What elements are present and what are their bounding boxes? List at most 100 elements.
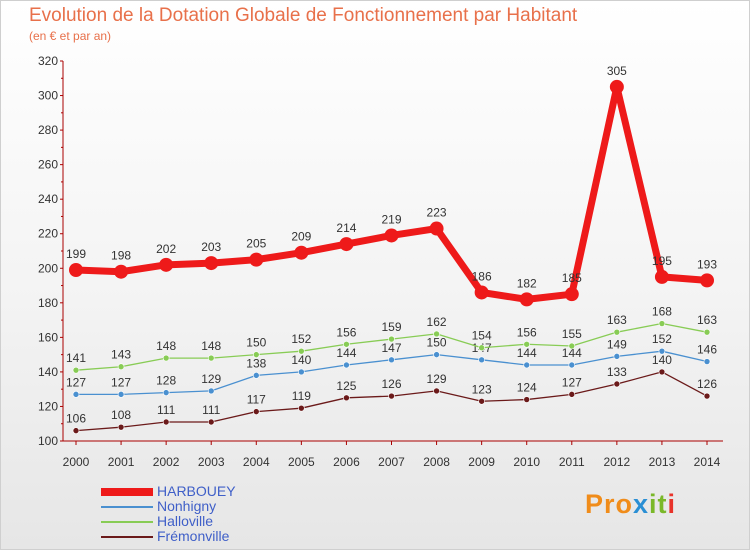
data-point-harbouey	[429, 221, 444, 236]
data-label-nonhigny: 147	[381, 341, 401, 355]
data-label-harbouey: 199	[66, 247, 86, 261]
x-tick-label: 2006	[333, 455, 360, 469]
data-label-nonhigny: 144	[517, 346, 537, 360]
data-point-nonhigny	[568, 361, 576, 369]
data-point-fremonville	[343, 394, 350, 402]
data-point-harbouey	[204, 256, 219, 271]
x-tick-label: 2005	[288, 455, 315, 469]
data-point-halloville	[523, 340, 531, 348]
data-point-halloville	[72, 366, 80, 374]
data-label-fremonville: 117	[247, 393, 266, 407]
y-tick-label: 240	[38, 192, 58, 206]
data-label-halloville: 150	[246, 336, 266, 350]
data-point-harbouey	[474, 285, 489, 300]
legend-swatch-nonhigny	[101, 506, 153, 508]
data-label-halloville: 152	[291, 332, 311, 346]
data-label-fremonville: 125	[336, 379, 356, 393]
legend-swatch-harbouey	[101, 488, 153, 496]
data-label-harbouey: 195	[652, 254, 672, 268]
data-label-harbouey: 182	[517, 276, 537, 290]
data-point-halloville	[252, 351, 260, 358]
data-point-halloville	[343, 340, 350, 348]
data-label-harbouey: 186	[472, 269, 492, 283]
data-point-nonhigny	[117, 391, 125, 398]
data-label-harbouey: 205	[246, 237, 266, 251]
data-point-fremonville	[433, 387, 440, 395]
x-tick-label: 2001	[108, 455, 135, 469]
x-tick-label: 2008	[423, 455, 450, 469]
data-label-fremonville: 129	[427, 372, 447, 386]
data-label-harbouey: 223	[427, 206, 447, 220]
y-tick-label: 160	[38, 330, 58, 344]
data-point-fremonville	[117, 423, 125, 431]
data-label-halloville: 162	[427, 315, 447, 329]
legend-label-fremonville: Frémonville	[157, 528, 230, 544]
data-label-nonhigny: 129	[201, 372, 221, 386]
data-point-nonhigny	[433, 351, 440, 358]
data-label-halloville: 141	[66, 351, 86, 365]
data-label-fremonville: 123	[472, 382, 492, 396]
legend-label-nonhigny: Nonhigny	[157, 498, 217, 514]
data-label-fremonville: 126	[381, 377, 401, 391]
y-tick-label: 280	[38, 123, 58, 137]
data-label-nonhigny: 152	[652, 332, 672, 346]
proxiti-logo: Proxiti	[585, 489, 677, 519]
data-point-nonhigny	[72, 391, 80, 398]
data-point-fremonville	[478, 397, 485, 405]
data-point-halloville	[658, 320, 666, 327]
data-point-halloville	[117, 363, 125, 371]
data-label-halloville: 154	[472, 329, 492, 343]
data-point-fremonville	[252, 408, 260, 415]
data-point-halloville	[568, 342, 576, 350]
data-point-nonhigny	[162, 389, 170, 396]
data-label-harbouey: 193	[697, 257, 717, 271]
data-label-fremonville: 106	[66, 412, 86, 426]
y-tick-label: 200	[38, 261, 58, 275]
data-label-fremonville: 108	[111, 408, 131, 422]
data-label-harbouey: 202	[156, 242, 176, 256]
x-tick-label: 2004	[243, 455, 270, 469]
data-point-fremonville	[658, 368, 666, 376]
data-point-nonhigny	[252, 372, 260, 379]
data-point-fremonville	[388, 392, 395, 400]
data-point-fremonville	[162, 418, 170, 426]
legend-label-halloville: Halloville	[157, 513, 214, 529]
data-label-halloville: 159	[381, 320, 401, 334]
data-label-halloville: 156	[517, 325, 537, 339]
data-point-fremonville	[207, 418, 215, 426]
data-label-nonhigny: 149	[607, 337, 627, 351]
x-tick-label: 2003	[198, 455, 225, 469]
chart-title: Evolution de la Dotation Globale de Fonc…	[29, 5, 578, 26]
data-point-harbouey	[609, 79, 624, 94]
y-tick-label: 100	[38, 434, 58, 448]
data-label-halloville: 143	[111, 348, 131, 362]
data-point-halloville	[162, 354, 170, 362]
data-label-halloville: 148	[156, 339, 176, 353]
data-label-fremonville: 111	[157, 403, 176, 417]
data-label-fremonville: 127	[562, 375, 582, 389]
data-point-halloville	[703, 328, 711, 336]
x-tick-label: 2014	[694, 455, 721, 469]
x-tick-label: 2002	[153, 455, 180, 469]
data-point-nonhigny	[207, 387, 215, 395]
x-tick-label: 2010	[513, 455, 540, 469]
data-point-fremonville	[72, 427, 80, 434]
data-label-nonhigny: 150	[427, 336, 447, 350]
data-point-nonhigny	[343, 361, 350, 369]
data-label-halloville: 163	[607, 313, 627, 327]
data-point-harbouey	[654, 269, 669, 284]
data-point-nonhigny	[658, 347, 666, 355]
data-point-nonhigny	[523, 361, 531, 369]
data-label-nonhigny: 128	[156, 374, 176, 388]
line-chart: 100 120 140 160 180 200 220 240 260 280 300 320 2000…	[38, 54, 723, 469]
data-point-harbouey	[114, 264, 129, 279]
data-point-fremonville	[523, 396, 531, 403]
data-label-nonhigny: 138	[246, 356, 266, 370]
data-point-halloville	[433, 330, 440, 338]
data-point-harbouey	[384, 228, 399, 243]
data-point-harbouey	[700, 273, 714, 288]
legend-label-harbouey: HARBOUEY	[157, 483, 236, 499]
data-label-fremonville: 133	[607, 365, 627, 379]
data-point-harbouey	[159, 257, 174, 272]
